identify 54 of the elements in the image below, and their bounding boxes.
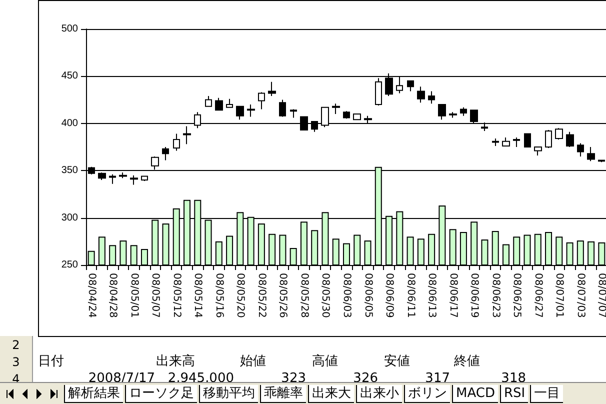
text: 2 bbox=[0, 336, 33, 354]
text: 326 bbox=[353, 371, 378, 386]
text: 移動平均 bbox=[199, 385, 258, 403]
x-tick-label: 08/06/19 bbox=[468, 273, 480, 318]
y-tick-label: 350 bbox=[61, 165, 78, 176]
y-tick-label: 250 bbox=[61, 260, 78, 270]
text: 2,945,000 bbox=[166, 370, 234, 386]
text: 終値 bbox=[454, 353, 480, 371]
x-tick-label: 08/05/28 bbox=[298, 273, 310, 318]
text: 317 bbox=[425, 371, 450, 386]
y-tick-label: 300 bbox=[61, 212, 78, 224]
text: 2008/7/17 bbox=[87, 370, 155, 386]
text: 日付 bbox=[38, 353, 64, 371]
text: 318 bbox=[501, 371, 526, 386]
y-tick-label: 450 bbox=[61, 70, 78, 82]
x-tick-label: 08/06/23 bbox=[490, 273, 501, 318]
x-tick-label: 08/05/22 bbox=[256, 273, 267, 318]
x-tick-label: 08/05/14 bbox=[192, 273, 204, 318]
x-tick-label: 08/07/01 bbox=[554, 273, 565, 318]
x-tick-label: 08/06/25 bbox=[511, 273, 522, 318]
x-tick-label: 08/06/11 bbox=[404, 273, 416, 318]
x-tick-label: 08/05/12 bbox=[170, 273, 182, 318]
x-tick-label: 08/07/03 bbox=[574, 273, 586, 318]
text: 出来小 bbox=[356, 385, 402, 403]
text: ローソク足 bbox=[125, 385, 197, 403]
text: 323 bbox=[281, 371, 306, 386]
x-tick-label: 08/04/28 bbox=[107, 273, 118, 318]
x-tick-label: 08/04/24 bbox=[86, 273, 97, 318]
text: 一目 bbox=[530, 385, 564, 403]
x-tick-label: 08/06/03 bbox=[341, 273, 352, 318]
y-tick-label: 500 bbox=[61, 24, 78, 34]
y-tick-label: 400 bbox=[61, 118, 78, 129]
text: 出来大 bbox=[308, 385, 354, 403]
x-tick-label: 08/05/30 bbox=[320, 273, 331, 318]
x-tick-label: 08/06/09 bbox=[384, 273, 395, 318]
x-tick-label: 08/06/27 bbox=[532, 273, 544, 318]
text: 解析結果 bbox=[64, 385, 123, 403]
x-tick-label: 08/05/20 bbox=[234, 273, 246, 318]
text: MACD bbox=[452, 385, 498, 403]
text: 乖離率 bbox=[260, 385, 306, 403]
text: 高値 bbox=[312, 353, 338, 371]
x-tick-label: 08/05/16 bbox=[213, 273, 224, 318]
x-tick-label: 08/06/05 bbox=[362, 273, 374, 318]
text: 3 bbox=[0, 353, 33, 371]
text: 安値 bbox=[384, 353, 410, 371]
text: ボリン bbox=[404, 385, 450, 403]
text: RSI bbox=[500, 385, 528, 403]
x-tick-label: 08/05/26 bbox=[277, 273, 288, 318]
x-tick-label: 08/06/13 bbox=[426, 273, 438, 318]
x-tick-label: 08/06/17 bbox=[447, 273, 458, 318]
text: 出来高 bbox=[156, 353, 195, 371]
x-tick-label: 08/05/01 bbox=[128, 273, 140, 318]
x-tick-label: 08/05/07 bbox=[150, 273, 161, 318]
text: 始値 bbox=[240, 353, 266, 371]
